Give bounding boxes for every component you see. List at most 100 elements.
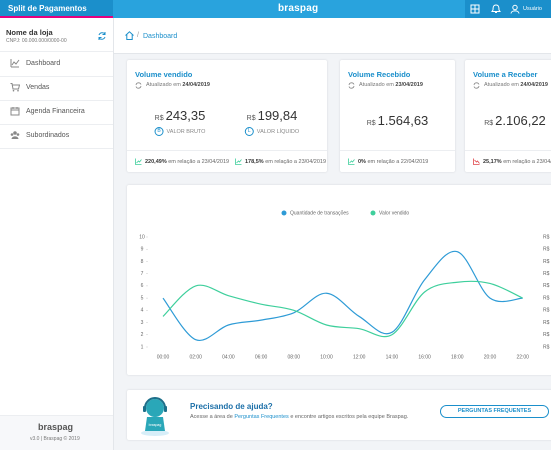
change: 178,5% em relação a 23/04/2019 <box>235 158 326 165</box>
store-name: Nome da loja <box>6 28 53 37</box>
icon <box>10 59 20 68</box>
card-title: Volume a Receber <box>473 70 538 79</box>
y-tick-label: 3 <box>141 320 144 326</box>
faq-button[interactable]: PERGUNTAS FREQUENTES <box>440 405 549 418</box>
currency: R$ <box>484 120 494 127</box>
updated: Atualizado em 24/04/2019 <box>146 82 210 88</box>
amount-value: 2.106,22 <box>495 113 546 128</box>
card-title: Volume vendido <box>135 70 193 79</box>
user-icon[interactable] <box>510 4 520 14</box>
menu-label[interactable]: Subordinados <box>26 132 70 139</box>
legend-swatch <box>281 210 287 216</box>
change-pct: 25,17% <box>483 158 502 165</box>
change-text: em relação a 23/04/2019 <box>265 158 327 165</box>
logo[interactable]: braspag <box>278 3 319 14</box>
series-line <box>162 280 523 338</box>
x-tick-label: 20:00 <box>484 354 497 360</box>
x-tick-label: 06:00 <box>255 354 268 360</box>
refresh-icon <box>473 81 480 89</box>
y2-tick-label: R$ <box>543 283 550 289</box>
y-tick-label: 6 <box>141 283 144 289</box>
caption-text: VALOR BRUTO <box>166 128 206 135</box>
home-icon[interactable] <box>125 31 134 40</box>
card-footer-divider <box>127 150 327 151</box>
chart-card: Quantidade de transações Valor vendido 1 2 3… <box>127 185 551 375</box>
change: 25,17% em relação a 23/04/2019 <box>473 158 551 165</box>
card-footer-divider <box>340 150 455 151</box>
amount-value: 199,84 <box>257 108 298 123</box>
y-tick-label: 2 <box>141 332 144 338</box>
menu-label[interactable]: Dashboard <box>26 60 61 67</box>
menu-item[interactable]: Agenda Financeira <box>0 100 113 125</box>
x-tick-label: 12:00 <box>353 354 366 360</box>
amount: R$ 1.564,63 <box>367 113 429 128</box>
icon-path <box>348 81 355 89</box>
legend-label: Valor vendido <box>379 210 409 216</box>
y-tick-label: 7 <box>141 271 144 277</box>
menu-item[interactable]: Vendas <box>0 76 113 101</box>
mascot-label: braspag <box>149 423 162 427</box>
faq-link[interactable]: Perguntas Frequentes <box>234 414 289 420</box>
trend-icon <box>135 158 142 165</box>
menu-item[interactable]: Dashboard <box>0 52 113 77</box>
y2-tick-label: R$ <box>543 344 550 350</box>
bell-icon[interactable] <box>491 4 501 14</box>
change-text: em relação a 23/04/2019 <box>503 158 551 165</box>
change-pct: 0% <box>358 158 366 165</box>
amount-value: 243,35 <box>165 108 206 123</box>
x-tick-label: 18:00 <box>451 354 464 360</box>
y-tick-label: 8 <box>141 259 144 265</box>
series-line <box>162 250 523 342</box>
app-title: Split de Pagamentos <box>8 4 87 13</box>
y-tick-label: 1 <box>141 344 144 350</box>
x-tick-label: 04:00 <box>222 354 235 360</box>
amount: R$ 199,84 <box>247 108 298 123</box>
updated: Atualizado em 24/04/2019 <box>484 82 548 88</box>
y2-tick-label: R$ <box>543 259 550 265</box>
icon-path <box>135 81 142 89</box>
menu-label[interactable]: Agenda Financeira <box>26 108 85 115</box>
icon-path <box>235 158 242 165</box>
amount: R$ 243,35 <box>155 108 206 123</box>
x-tick-label: 14:00 <box>386 354 399 360</box>
y2-tick-label: R$ <box>543 295 550 301</box>
sidebar: Nome da loja CNPJ: 00.000.000/0000-00 Da… <box>0 18 114 450</box>
card: Volume a Receber Atualizado em 24/04/2019… <box>465 60 551 172</box>
breadcrumb[interactable]: Dashboard <box>143 32 178 40</box>
footer-logo: braspag <box>38 422 74 432</box>
updated-label: Atualizado em <box>146 82 181 88</box>
change: 0% em relação a 22/04/2019 <box>348 158 428 165</box>
icon <box>10 107 20 116</box>
y-tick-label: 10 <box>139 234 145 240</box>
y2-tick-label: R$ <box>543 234 550 240</box>
top-bar: Split de Pagamentos braspag Usuário <box>0 0 551 18</box>
user-name[interactable]: Usuário <box>523 6 542 12</box>
y2-tick-label: R$ <box>543 320 550 326</box>
breadcrumb-bar: / Dashboard <box>114 18 551 54</box>
y2-tick-label: R$ <box>543 271 550 277</box>
sidebar-footer: braspag v3.0 | Braspag © 2019 <box>0 415 113 450</box>
x-tick-label: 22:00 <box>516 354 529 360</box>
text: e encontre artigos escritos pela equipe … <box>290 414 409 420</box>
icon-path <box>473 81 480 89</box>
currency: R$ <box>246 115 256 122</box>
updated-date: 24/04/2019 <box>520 82 548 88</box>
legend-swatch <box>370 210 376 216</box>
caption-icon: B <box>154 127 164 136</box>
change-pct: 220,49% <box>145 158 167 165</box>
change-text: em relação a 23/04/2019 <box>168 158 230 165</box>
y-tick-label: 4 <box>141 308 144 314</box>
y2-tick-label: R$ <box>543 247 550 253</box>
x-tick-label: 10:00 <box>320 354 333 360</box>
currency: R$ <box>154 115 164 122</box>
updated-date: 23/04/2019 <box>395 82 423 88</box>
menu-label[interactable]: Vendas <box>26 84 50 91</box>
x-tick-label: 02:00 <box>189 354 202 360</box>
store-id: CNPJ: 00.000.000/0000-00 <box>6 38 67 44</box>
menu-item[interactable]: Subordinados <box>0 124 113 149</box>
grid-icon[interactable] <box>470 4 480 14</box>
currency: R$ <box>366 120 376 127</box>
amount: R$ 2.106,22 <box>484 113 546 128</box>
switch-store-icon[interactable] <box>97 31 107 41</box>
card: Volume vendido Atualizado em 24/04/2019 R$… <box>127 60 327 172</box>
